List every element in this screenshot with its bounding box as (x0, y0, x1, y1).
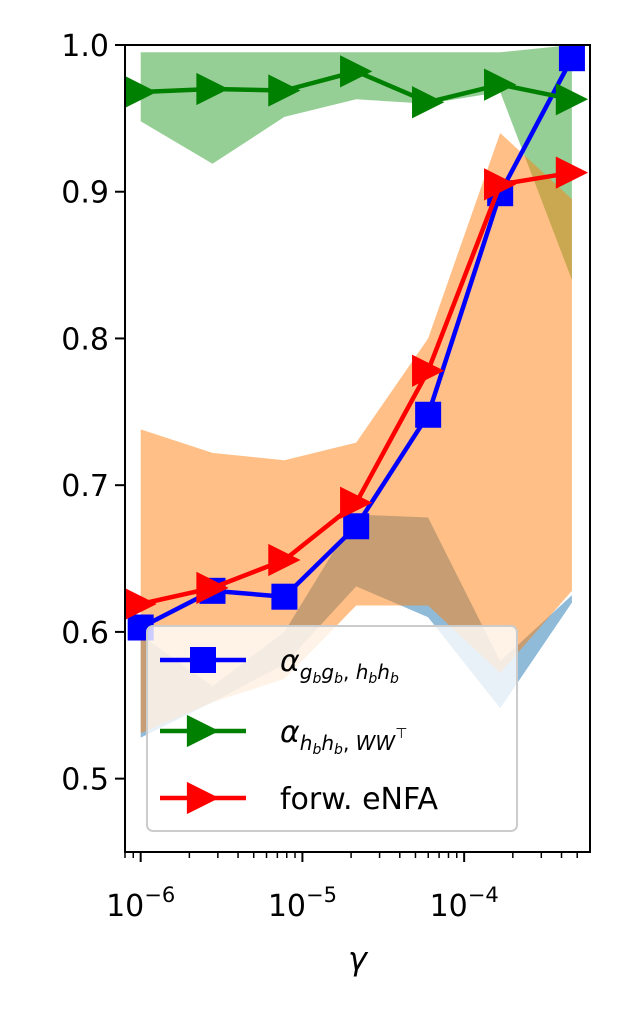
point-alpha-h (484, 68, 517, 101)
point-alpha-g (415, 401, 442, 428)
point-forw-enfa (196, 571, 229, 605)
legend-box (146, 625, 518, 832)
y-tick-label: 0.8 (61, 322, 109, 357)
legend-marker-alpha-h (186, 714, 220, 748)
legend-label-forw-enfa: forw. eNFA (280, 782, 439, 817)
point-alpha-h (124, 75, 157, 109)
legend: αgbgb, hbhb αhbhb, WW⊤ forw. eNFA (146, 625, 518, 832)
legend-marker-forw-enfa (186, 781, 220, 815)
x-axis-label: γ (348, 940, 369, 978)
y-tick-label: 0.6 (61, 616, 109, 651)
band-alpha-h (140, 45, 572, 280)
legend-label-alpha-h: αhbhb, WW⊤ (280, 715, 407, 758)
point-alpha-g (558, 45, 585, 72)
point-forw-enfa (268, 543, 301, 577)
legend-label-alpha-g: αgbgb, hbhb (280, 644, 399, 687)
y-axis: 0.5 0.6 0.7 0.8 0.9 1.0 (61, 29, 125, 798)
point-forw-enfa (124, 587, 157, 621)
point-alpha-h (340, 55, 373, 88)
point-alpha-h (196, 72, 229, 106)
point-forw-enfa (484, 168, 517, 201)
x-tick-label: 10−4 (430, 883, 499, 924)
point-alpha-g (271, 583, 298, 610)
point-alpha-h (555, 83, 589, 116)
point-forw-enfa (340, 486, 373, 519)
point-forw-enfa (412, 354, 445, 387)
x-tick-label: 10−5 (268, 883, 337, 924)
y-tick-label: 1.0 (61, 29, 109, 64)
plot-frame (124, 44, 591, 853)
y-tick-label: 0.7 (61, 469, 109, 504)
legend-marker-alpha-g (190, 647, 216, 673)
y-tick-label: 0.9 (61, 176, 109, 211)
point-alpha-g (343, 513, 370, 540)
x-tick-label: 10−6 (106, 883, 175, 924)
point-forw-enfa (555, 156, 589, 189)
point-alpha-h (268, 74, 301, 107)
x-axis: 10−6 10−5 10−4 (106, 852, 578, 924)
point-alpha-h (412, 86, 445, 119)
y-tick-label: 0.5 (61, 763, 109, 798)
